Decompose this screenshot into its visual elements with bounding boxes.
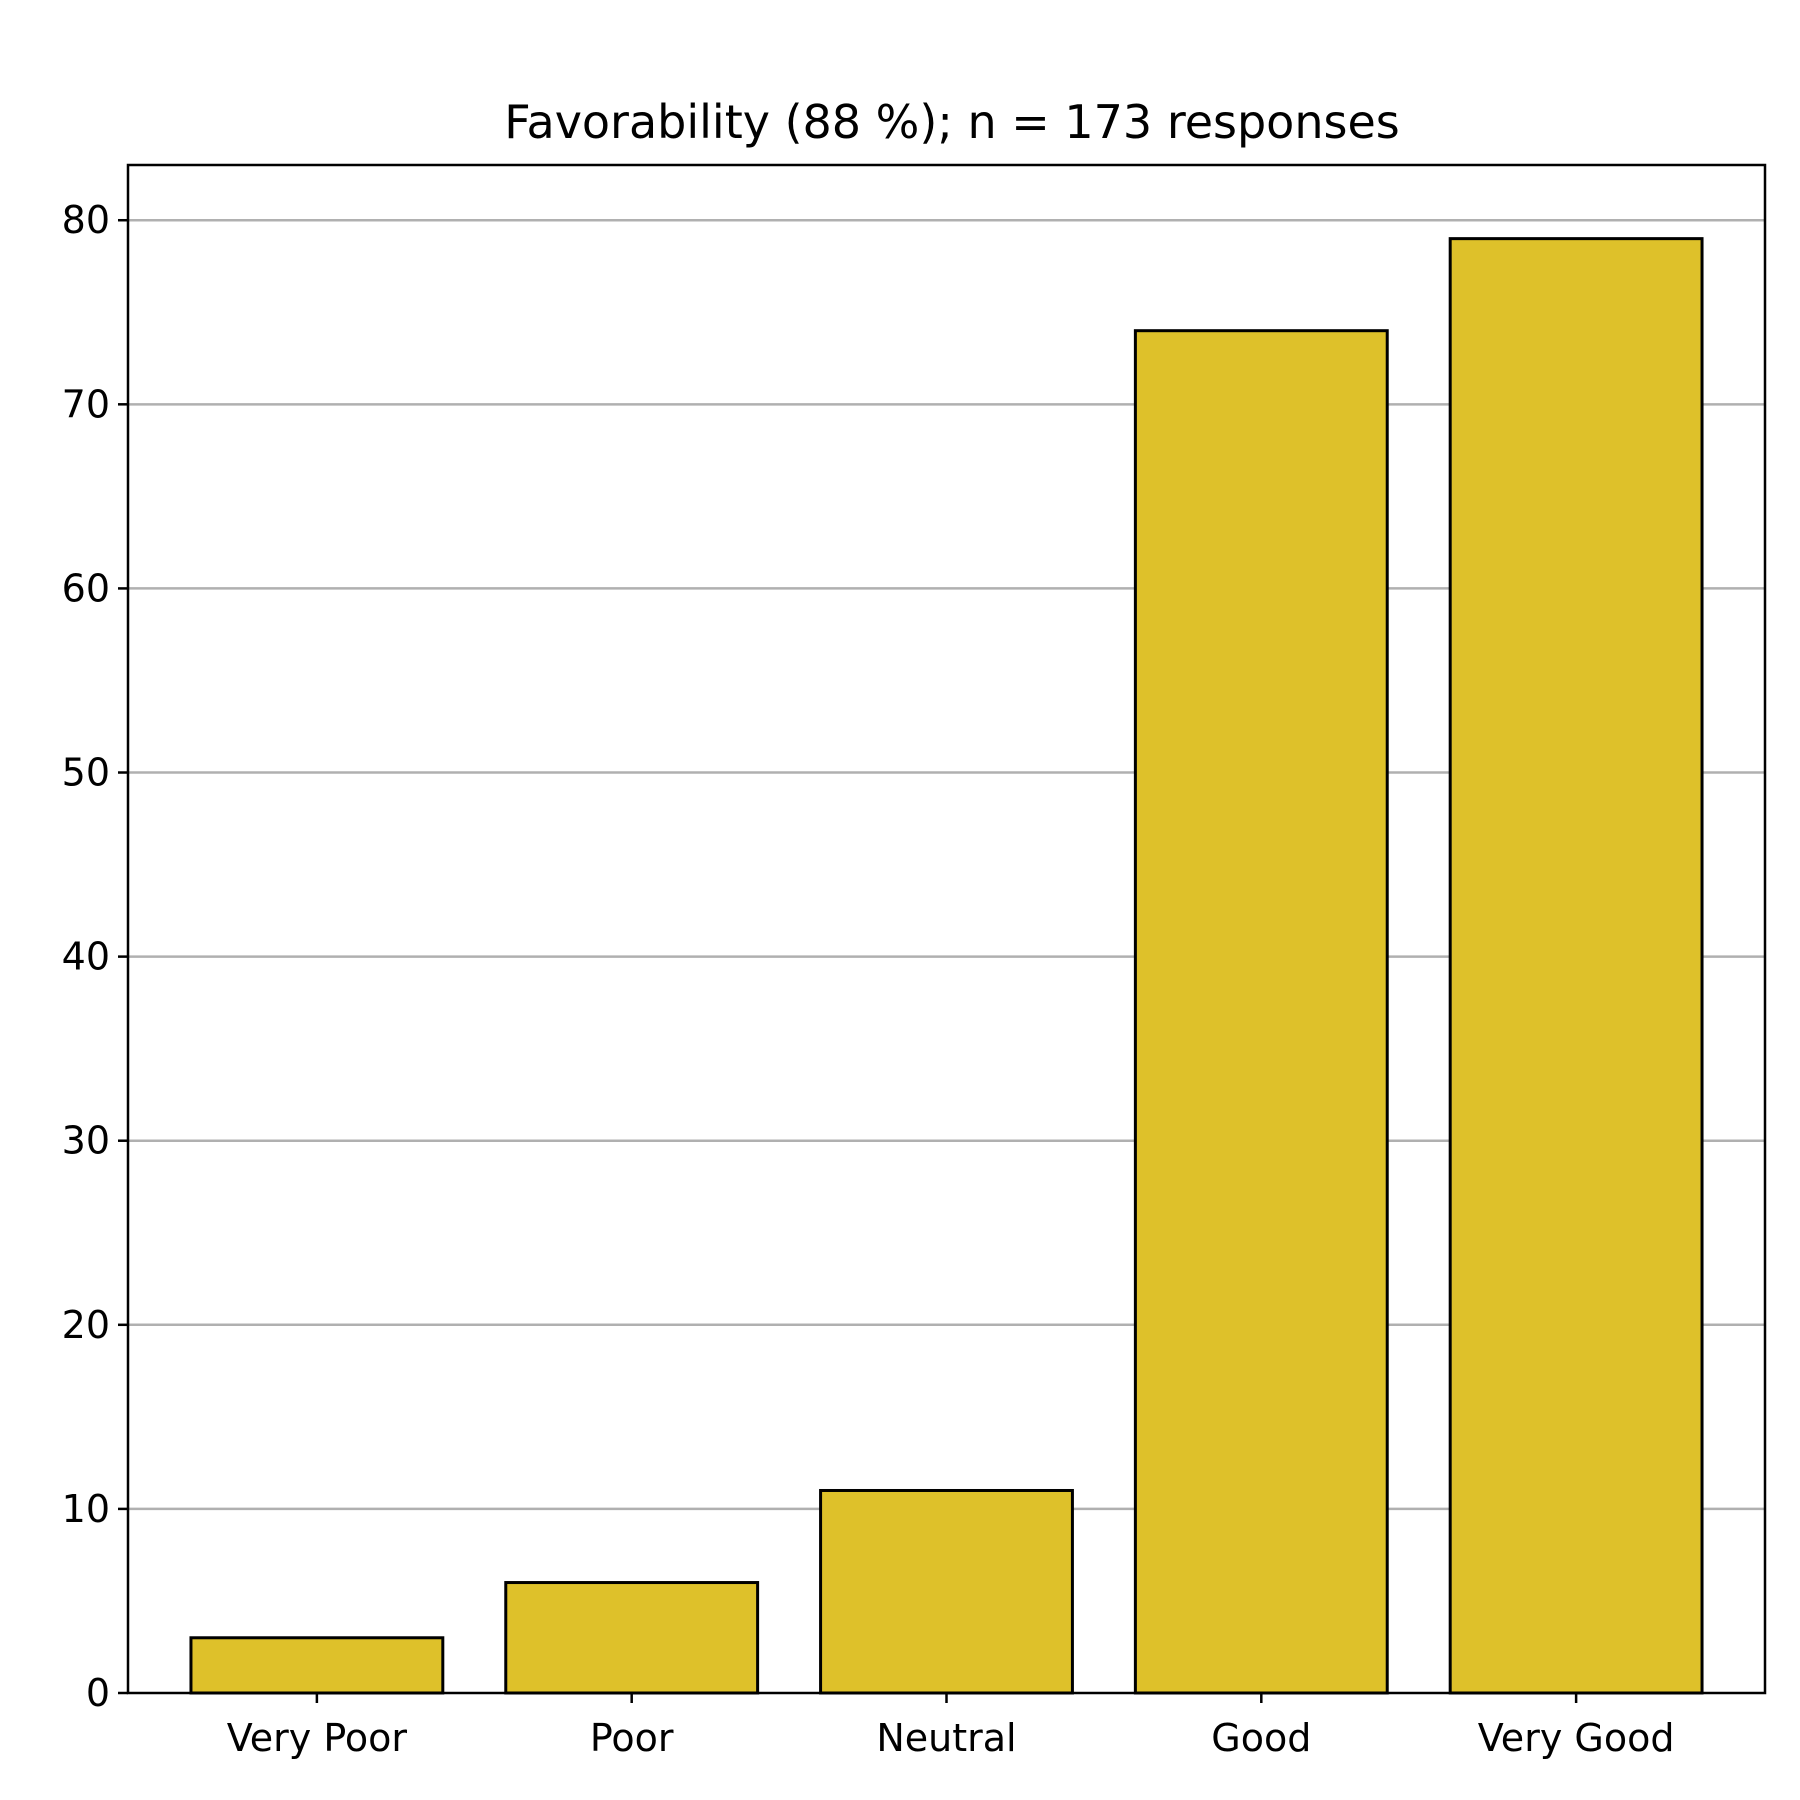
bar-very-poor: [189, 1636, 445, 1695]
grid-lines: [128, 218, 1765, 1511]
x-axis-ticks: Very Poor Poor Neutral Good Very Good: [227, 1693, 1675, 1760]
y-axis-ticks: 0 10 20 30 40 50 60 70 80: [62, 198, 128, 1715]
y-tick-label: 0: [86, 1671, 110, 1715]
y-tick-label: 50: [62, 751, 110, 795]
y-tick-label: 60: [62, 566, 110, 610]
bar-poor: [504, 1581, 760, 1695]
x-tick-label: Good: [1211, 1716, 1311, 1760]
x-tick-label: Poor: [590, 1716, 674, 1760]
bars: [189, 237, 1704, 1695]
bar-neutral: [819, 1488, 1074, 1695]
x-tick-label: Very Good: [1478, 1716, 1675, 1760]
y-tick-label: 40: [62, 935, 110, 979]
x-tick-label: Neutral: [876, 1716, 1016, 1760]
y-tick-label: 20: [62, 1303, 110, 1347]
y-tick-label: 10: [62, 1487, 110, 1531]
y-tick-label: 80: [62, 198, 110, 242]
y-tick-label: 30: [62, 1119, 110, 1163]
chart-title: Favorability (88 %); n = 173 responses: [504, 95, 1399, 149]
x-tick-label: Very Poor: [227, 1716, 408, 1760]
y-tick-label: 70: [62, 382, 110, 426]
bar-good: [1133, 329, 1389, 1695]
bar-very-good: [1448, 237, 1704, 1695]
